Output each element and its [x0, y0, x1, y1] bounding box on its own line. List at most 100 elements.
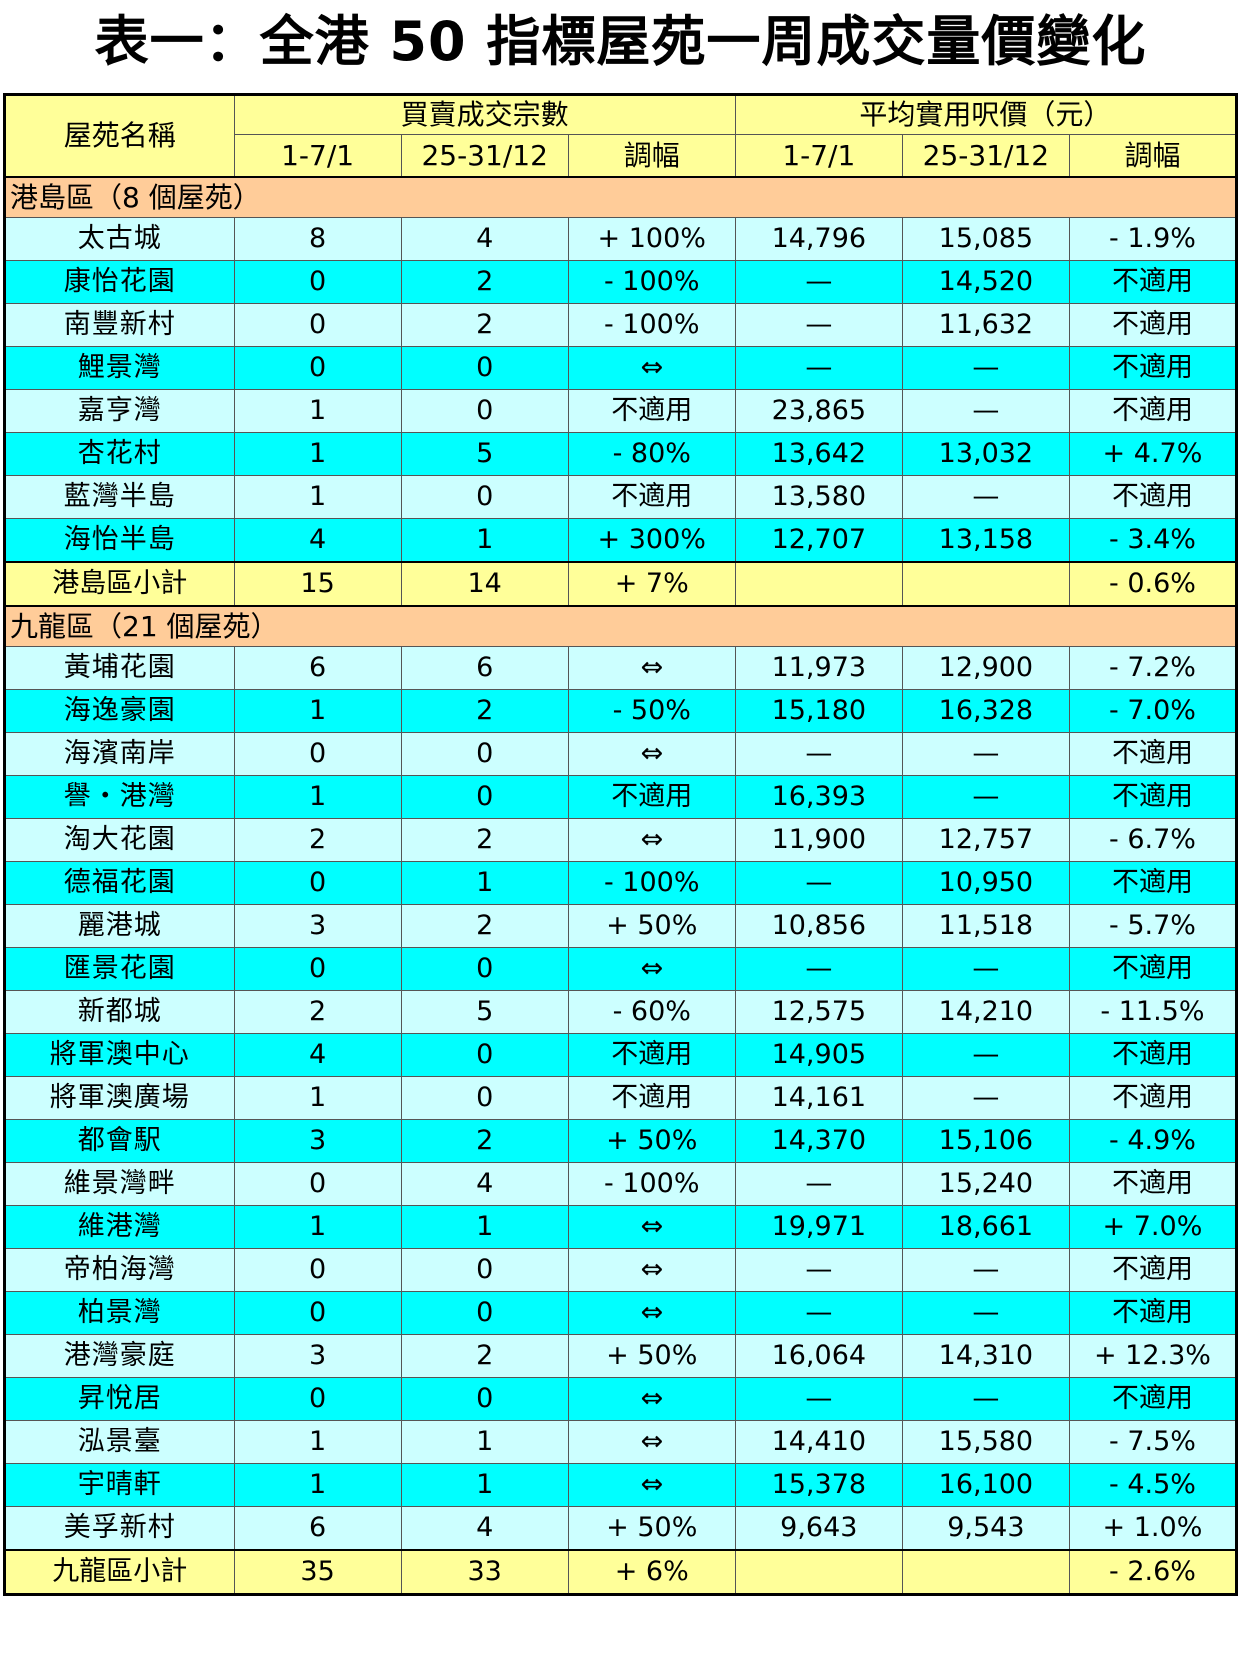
cell-price-change: 不適用	[1068, 1248, 1238, 1292]
cell-volume-current: 0	[233, 1291, 402, 1335]
subtotal-volume-current: 15	[233, 561, 402, 607]
table-row: 德福花園 0 1- 100% —10,950 不適用	[4, 861, 1238, 905]
cell-price-previous: 13,032	[901, 432, 1070, 476]
cell-price-current: 16,393	[734, 775, 903, 819]
header-price-group: 平均實用呎價（元）	[734, 94, 1238, 135]
table-row: 麗港城 3 2 + 50% 10,856 11,518- 5.7%	[4, 904, 1238, 948]
cell-price-change: 不適用	[1068, 389, 1238, 433]
cell-volume-previous: 2	[400, 904, 569, 948]
cell-price-change: + 12.3%	[1068, 1334, 1238, 1378]
cell-price-change: - 7.5%	[1068, 1420, 1238, 1464]
cell-estate-name: 將軍澳中心	[4, 1033, 235, 1077]
header-price-change: 調幅	[1068, 134, 1238, 178]
table-row: 黃埔花園 6 6 ⇔ 11,973 12,900- 7.2%	[4, 646, 1238, 690]
cell-volume-previous: 0	[400, 1076, 569, 1120]
cell-estate-name: 康怡花園	[4, 260, 235, 304]
cell-volume-current: 1	[233, 775, 402, 819]
table-row: 帝柏海灣 0 0 ⇔ — — 不適用	[4, 1248, 1238, 1292]
cell-volume-previous: 0	[400, 1248, 569, 1292]
table-row: 新都城 2 5- 60% 12,575 14,210- 11.5%	[4, 990, 1238, 1034]
cell-price-previous: 16,328	[901, 689, 1070, 733]
cell-price-current: 13,580	[734, 475, 903, 519]
cell-price-previous: —	[901, 475, 1070, 519]
cell-estate-name: 美孚新村	[4, 1506, 235, 1551]
cell-volume-current: 2	[233, 990, 402, 1034]
header-volume-group: 買賣成交宗數	[233, 94, 736, 135]
cell-price-previous: —	[901, 389, 1070, 433]
cell-volume-previous: 2	[400, 260, 569, 304]
cell-price-previous: 14,310	[901, 1334, 1070, 1378]
cell-volume-current: 2	[233, 818, 402, 862]
cell-volume-current: 0	[233, 1377, 402, 1421]
cell-price-change: 不適用	[1068, 861, 1238, 905]
cell-price-change: - 11.5%	[1068, 990, 1238, 1034]
cell-estate-name: 鯉景灣	[4, 346, 235, 390]
cell-volume-change: + 300%	[567, 518, 736, 563]
cell-volume-change: 不適用	[567, 389, 736, 433]
cell-volume-current: 0	[233, 861, 402, 905]
subtotal-volume-change: + 7%	[567, 561, 736, 607]
cell-price-current: —	[734, 1162, 903, 1206]
cell-volume-current: 1	[233, 1205, 402, 1249]
cell-volume-previous: 2	[400, 1334, 569, 1378]
cell-price-previous: —	[901, 947, 1070, 991]
cell-volume-change: 不適用	[567, 475, 736, 519]
table-row: 嘉亨灣 1 0 不適用 23,865— 不適用	[4, 389, 1238, 433]
cell-estate-name: 昇悅居	[4, 1377, 235, 1421]
cell-price-current: 15,378	[734, 1463, 903, 1507]
cell-volume-previous: 0	[400, 947, 569, 991]
table-row: 將軍澳中心 4 0 不適用 14,905— 不適用	[4, 1033, 1238, 1077]
cell-price-previous: 15,580	[901, 1420, 1070, 1464]
cell-estate-name: 維景灣畔	[4, 1162, 235, 1206]
table-row: 海濱南岸 0 0 ⇔ — — 不適用	[4, 732, 1238, 776]
cell-estate-name: 港灣豪庭	[4, 1334, 235, 1378]
cell-volume-current: 8	[233, 217, 402, 261]
cell-volume-previous: 1	[400, 518, 569, 563]
cell-estate-name: 太古城	[4, 217, 235, 261]
cell-price-current: 16,064	[734, 1334, 903, 1378]
cell-volume-previous: 2	[400, 818, 569, 862]
table-row: 昇悅居 0 0 ⇔ — — 不適用	[4, 1377, 1238, 1421]
table-row: 都會駅 3 2 + 50% 14,370 15,106- 4.9%	[4, 1119, 1238, 1163]
cell-volume-change: - 60%	[567, 990, 736, 1034]
cell-price-change: 不適用	[1068, 1162, 1238, 1206]
cell-volume-previous: 0	[400, 1377, 569, 1421]
table-row: 太古城 8 4 + 100% 14,796 15,085- 1.9%	[4, 217, 1238, 261]
header-row-subcols: 1-7/1 25-31/12 調幅 1-7/1 25-31/12 調幅	[5, 134, 1238, 178]
cell-estate-name: 都會駅	[4, 1119, 235, 1163]
cell-volume-previous: 4	[400, 217, 569, 261]
cell-volume-current: 0	[233, 1162, 402, 1206]
cell-price-current: 14,370	[734, 1119, 903, 1163]
subtotal-price-change: - 2.6%	[1068, 1549, 1238, 1596]
cell-price-change: + 4.7%	[1068, 432, 1238, 476]
cell-volume-current: 1	[233, 689, 402, 733]
subtotal-estate-name: 九龍區小計	[4, 1549, 235, 1596]
cell-price-previous: 12,757	[901, 818, 1070, 862]
subtotal-estate-name: 港島區小計	[4, 561, 235, 607]
cell-volume-current: 1	[233, 389, 402, 433]
cell-price-change: 不適用	[1068, 775, 1238, 819]
cell-price-current: 14,796	[734, 217, 903, 261]
cell-estate-name: 南豐新村	[4, 303, 235, 347]
cell-price-current: 12,575	[734, 990, 903, 1034]
cell-volume-current: 0	[233, 303, 402, 347]
cell-price-previous: 14,210	[901, 990, 1070, 1034]
cell-estate-name: 德福花園	[4, 861, 235, 905]
cell-volume-change: ⇔	[567, 1205, 736, 1249]
table-row: 將軍澳廣場 1 0 不適用 14,161— 不適用	[4, 1076, 1238, 1120]
subtotal-price-previous	[901, 561, 1070, 607]
cell-volume-change: ⇔	[567, 1463, 736, 1507]
cell-price-current: —	[734, 346, 903, 390]
cell-volume-previous: 5	[400, 432, 569, 476]
cell-price-previous: 9,543	[901, 1506, 1070, 1551]
cell-price-previous: —	[901, 732, 1070, 776]
header-price-period-previous: 25-31/12	[901, 134, 1070, 178]
table-row: 康怡花園 0 2- 100% —14,520 不適用	[4, 260, 1238, 304]
cell-volume-previous: 0	[400, 389, 569, 433]
table-row: 宇晴軒 1 1 ⇔ 15,378 16,100- 4.5%	[4, 1463, 1238, 1507]
cell-volume-change: + 50%	[567, 904, 736, 948]
cell-volume-current: 3	[233, 904, 402, 948]
cell-volume-current: 1	[233, 475, 402, 519]
header-row-groups: 屋苑名稱 買賣成交宗數 平均實用呎價（元）	[4, 94, 1238, 178]
cell-price-current: 11,900	[734, 818, 903, 862]
